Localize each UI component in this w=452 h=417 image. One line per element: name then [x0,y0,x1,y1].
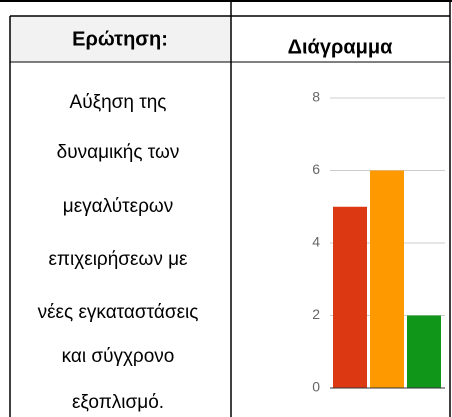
y-tick-label: 6 [312,161,320,177]
header-label: Διάγραμμα [288,36,393,58]
question-line: μεγαλύτερων [63,196,173,217]
question-line: και σύγχρονο [62,346,175,367]
y-tick-label: 0 [312,379,320,395]
question-line: επιχειρήσεων με [48,249,188,270]
header-cell [10,16,231,62]
bar [370,170,404,388]
header-label: Ερώτηση: [72,28,168,50]
question-line: δυναμικής των [57,142,180,163]
bar [407,315,441,388]
y-tick-label: 4 [312,234,320,250]
y-tick-label: 8 [312,89,320,105]
question-line: Αύξηση της [70,92,167,113]
question-line: εξοπλισμό. [72,392,164,413]
bar [333,206,367,388]
y-tick-label: 2 [312,306,320,322]
question-line: νέες εγκαταστάσεις [38,302,199,323]
